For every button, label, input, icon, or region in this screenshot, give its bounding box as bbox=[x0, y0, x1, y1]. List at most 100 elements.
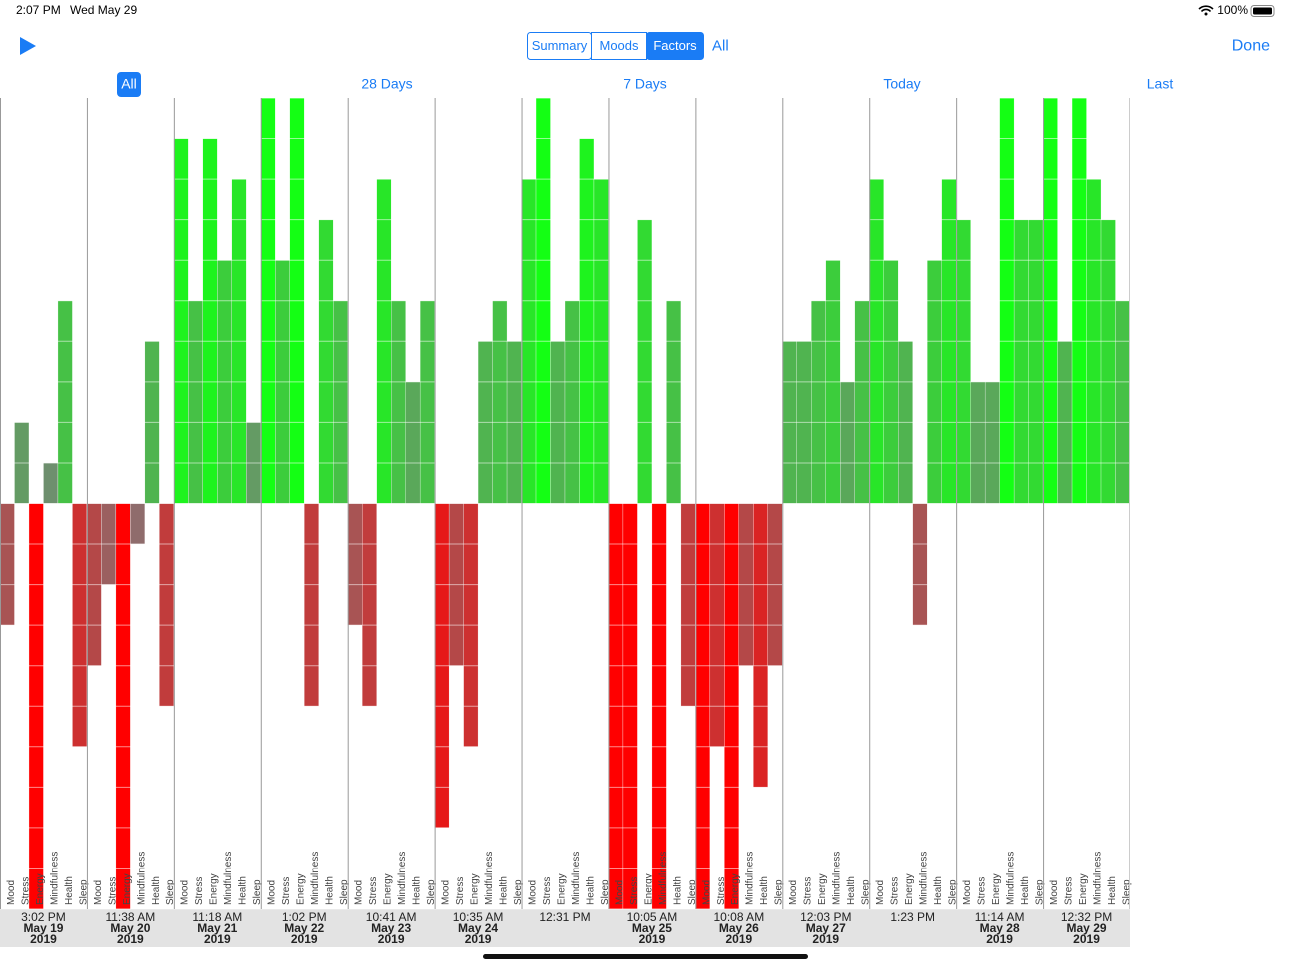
factor-label: Energy bbox=[817, 873, 828, 905]
segment[interactable] bbox=[591, 32, 647, 60]
factor-label: Health bbox=[585, 876, 596, 905]
factor-label: Mood bbox=[614, 880, 625, 905]
bar bbox=[984, 381, 1000, 504]
bar bbox=[1115, 300, 1131, 504]
bar bbox=[564, 300, 580, 504]
bar bbox=[405, 381, 421, 504]
factor-label: Mindfulness bbox=[223, 852, 234, 905]
bar bbox=[1100, 219, 1116, 504]
bar bbox=[202, 138, 218, 504]
bar bbox=[173, 138, 189, 504]
factor-label: Health bbox=[412, 876, 423, 905]
bar bbox=[43, 462, 59, 504]
factor-label: Sleep bbox=[774, 879, 785, 905]
entry-date: May 27 bbox=[806, 921, 846, 935]
bar bbox=[333, 300, 348, 504]
factor-label: Health bbox=[846, 876, 857, 905]
range-button[interactable]: 28 Days bbox=[361, 76, 412, 92]
bar bbox=[57, 300, 73, 504]
factor-label: Mood bbox=[701, 880, 712, 905]
factor-label: Mindfulness bbox=[484, 852, 495, 905]
entry-date: May 26 bbox=[719, 921, 759, 935]
entry-date: May 22 bbox=[284, 921, 324, 935]
factor-label: Energy bbox=[209, 873, 220, 905]
factor-label: Mood bbox=[788, 880, 799, 905]
entry-date: May 20 bbox=[110, 921, 150, 935]
entry-time: 12:32 PM bbox=[1061, 910, 1112, 924]
play-button[interactable] bbox=[20, 37, 36, 55]
range-button[interactable]: All bbox=[121, 76, 137, 92]
factor-label: Energy bbox=[122, 873, 133, 905]
factor-label: Stress bbox=[803, 877, 814, 905]
factor-label: Health bbox=[672, 876, 683, 905]
segment-label[interactable]: Factors bbox=[653, 38, 697, 53]
bar bbox=[912, 503, 928, 626]
bar bbox=[970, 381, 986, 504]
factor-label: Mood bbox=[1049, 880, 1060, 905]
segment[interactable] bbox=[646, 32, 704, 60]
factor-label: Energy bbox=[991, 873, 1002, 905]
factor-label: Health bbox=[238, 876, 249, 905]
entry-time: 10:05 AM bbox=[627, 910, 678, 924]
factor-label: Mood bbox=[6, 880, 17, 905]
factor-label: Energy bbox=[35, 873, 46, 905]
factor-label: Stress bbox=[368, 877, 379, 905]
range-button[interactable]: Last bbox=[1147, 76, 1174, 92]
bar bbox=[956, 219, 971, 504]
factor-label: Stress bbox=[107, 877, 118, 905]
battery-fill bbox=[1253, 7, 1272, 15]
status-time: 2:07 PM bbox=[16, 3, 61, 17]
done-button[interactable]: Done bbox=[1232, 38, 1270, 55]
factor-label: Sleep bbox=[426, 879, 437, 905]
segment-label[interactable]: Summary bbox=[532, 38, 588, 53]
bar bbox=[579, 138, 595, 504]
factor-label: Mindfulness bbox=[832, 852, 843, 905]
range-button[interactable]: 7 Days bbox=[623, 76, 667, 92]
range-highlight[interactable] bbox=[117, 72, 141, 97]
bar bbox=[680, 503, 696, 707]
factor-label: Energy bbox=[904, 873, 915, 905]
factor-label: Sleep bbox=[1034, 879, 1045, 905]
entry-year: 2019 bbox=[1073, 932, 1100, 946]
factor-label: Stress bbox=[977, 877, 988, 905]
bar bbox=[492, 300, 508, 504]
home-indicator bbox=[483, 954, 808, 959]
factor-label: Mood bbox=[180, 880, 191, 905]
factor-label: Sleep bbox=[600, 879, 611, 905]
factor-label: Sleep bbox=[339, 879, 350, 905]
factor-label: Sleep bbox=[165, 879, 176, 905]
factor-label: Stress bbox=[629, 877, 640, 905]
factor-label: Stress bbox=[20, 877, 31, 905]
factor-label: Stress bbox=[455, 877, 466, 905]
entry-time: 12:03 PM bbox=[800, 910, 851, 924]
bar bbox=[159, 503, 174, 707]
factor-label: Mood bbox=[527, 880, 538, 905]
factor-label: Mindfulness bbox=[49, 852, 60, 905]
entry-year: 2019 bbox=[812, 932, 839, 946]
segment-label[interactable]: Moods bbox=[599, 38, 639, 53]
entry-year: 2019 bbox=[378, 932, 405, 946]
entry-time: 3:02 PM bbox=[21, 910, 66, 924]
entry-date: May 19 bbox=[23, 921, 63, 935]
chart-margin bbox=[1130, 98, 1290, 909]
factor-label: Energy bbox=[296, 873, 307, 905]
factor-label: Stress bbox=[716, 877, 727, 905]
entry-time: 10:08 AM bbox=[713, 910, 764, 924]
factor-label: Health bbox=[64, 876, 75, 905]
factor-label: Sleep bbox=[513, 879, 524, 905]
factor-label: Mindfulness bbox=[136, 852, 147, 905]
factor-label: Energy bbox=[730, 873, 741, 905]
entry-year: 2019 bbox=[725, 932, 752, 946]
entry-year: 2019 bbox=[986, 932, 1013, 946]
bar bbox=[753, 503, 768, 788]
factor-label: Energy bbox=[556, 873, 567, 905]
filter-button[interactable]: All bbox=[712, 37, 729, 54]
entry-year: 2019 bbox=[117, 932, 144, 946]
bar bbox=[854, 300, 870, 504]
factor-label: Health bbox=[1020, 876, 1031, 905]
range-button[interactable]: Today bbox=[883, 76, 920, 92]
entry-time: 10:35 AM bbox=[453, 910, 504, 924]
factor-label: Sleep bbox=[1121, 879, 1132, 905]
